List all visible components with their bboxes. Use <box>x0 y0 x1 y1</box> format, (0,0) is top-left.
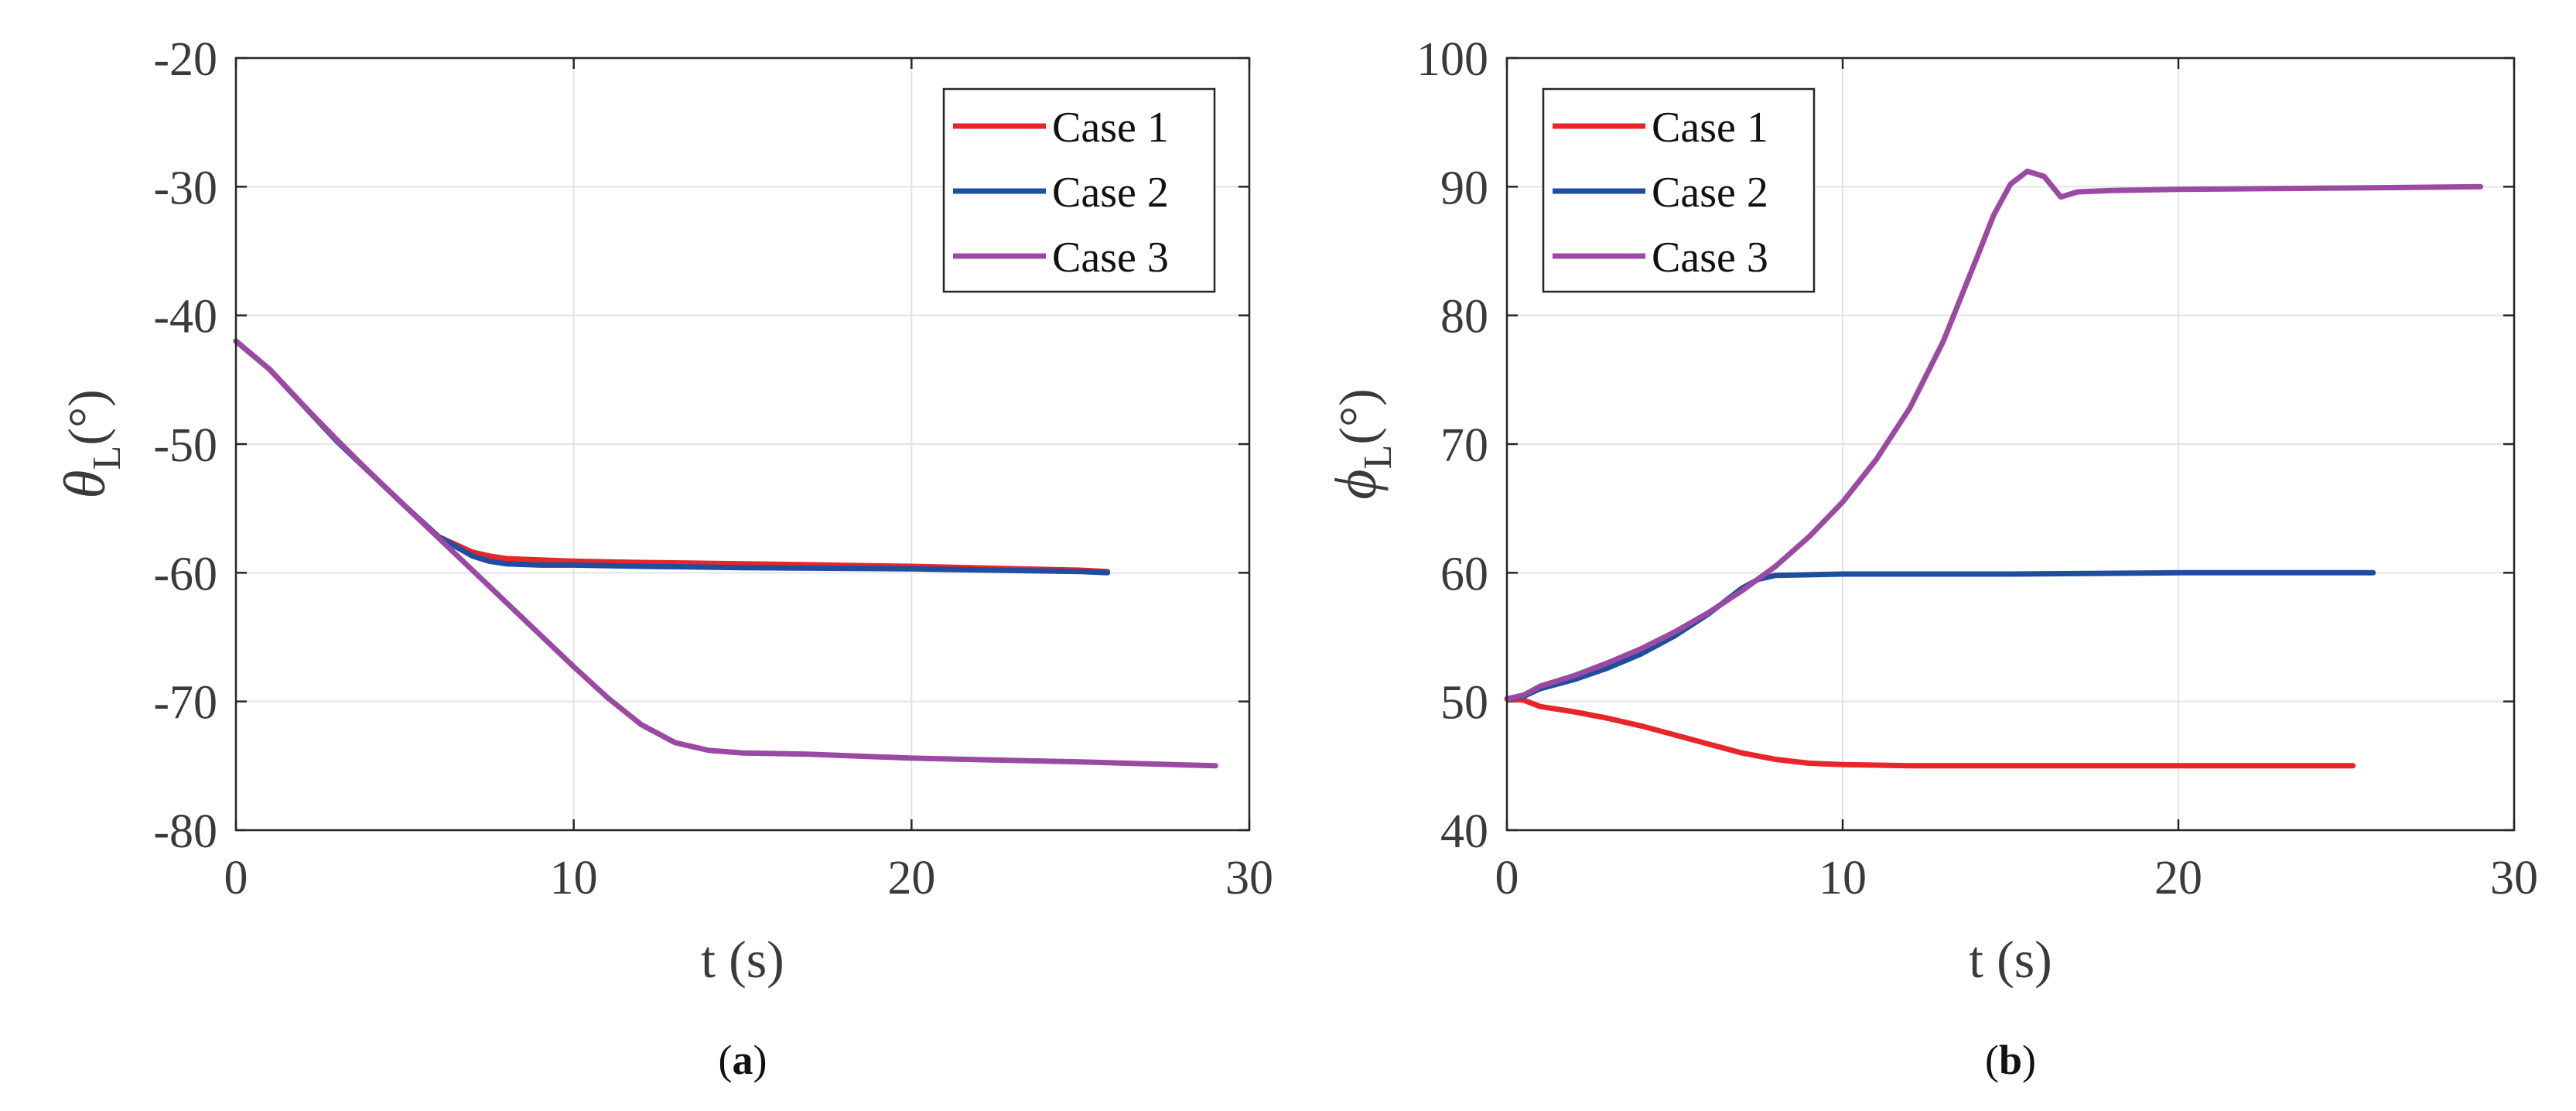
legend-label-case-3: Case 3 <box>1052 234 1169 282</box>
legend-label-case-1: Case 1 <box>1652 104 1768 152</box>
y-tick-label: -50 <box>153 419 217 472</box>
legend-label-case-2: Case 2 <box>1652 169 1768 217</box>
x-axis-label: t (s) <box>701 930 784 989</box>
x-tick-label: 10 <box>1819 852 1867 904</box>
legend: Case 1 Case 2 Case 3 <box>942 87 1216 293</box>
x-tick-label: 20 <box>887 852 935 904</box>
axes-frame <box>1505 56 2516 832</box>
y-tick-label: -60 <box>153 548 217 600</box>
legend: Case 1 Case 2 Case 3 <box>1542 87 1816 293</box>
y-tick-label: 80 <box>1440 291 1488 344</box>
panel-caption: (a) <box>719 1037 767 1083</box>
y-tick-label: 90 <box>1440 162 1488 214</box>
y-tick-label: -70 <box>153 677 217 730</box>
y-axis-label-symbol: θ <box>53 470 118 498</box>
caption-open-paren: ( <box>1985 1037 1999 1083</box>
x-tick-label: 20 <box>2154 852 2202 904</box>
y-axis-label-symbol: ϕ <box>1324 469 1389 499</box>
legend-label-case-3: Case 3 <box>1652 234 1768 282</box>
y-tick-label: -20 <box>153 33 217 86</box>
caption-close-paren: ) <box>2022 1037 2036 1083</box>
y-axis-label: θL(°) <box>53 389 129 499</box>
x-axis-label: t (s) <box>1969 930 2052 989</box>
y-tick-label: 60 <box>1440 548 1488 600</box>
caption-letter: a <box>733 1037 753 1083</box>
y-axis-label: ϕL(°) <box>1324 388 1400 500</box>
y-tick-label: 40 <box>1440 805 1488 858</box>
x-tick-label: 0 <box>224 852 248 904</box>
series-line-case-3 <box>1504 168 2484 702</box>
series-line-case-3 <box>233 338 1218 769</box>
chart-panel-b: 0 10 20 30 100 90 80 70 60 50 40 Case 1 Case 2 Case 3… <box>1324 33 2538 1083</box>
y-tick-label: -80 <box>153 805 217 858</box>
y-tick-label: -30 <box>153 162 217 214</box>
y-tick-label: 100 <box>1416 33 1488 86</box>
x-tick-label: 10 <box>550 852 598 904</box>
caption-open-paren: ( <box>719 1037 733 1083</box>
y-axis-label-unit: (°) <box>57 389 116 445</box>
panel-caption: (b) <box>1985 1037 2036 1083</box>
caption-letter: b <box>1999 1037 2022 1083</box>
y-axis-label-unit: (°) <box>1328 388 1387 444</box>
x-tick-label: 0 <box>1495 852 1519 904</box>
caption-close-paren: ) <box>753 1037 767 1083</box>
x-tick-label: 30 <box>1225 852 1273 904</box>
y-axis-label-subscript: L <box>1356 445 1400 470</box>
legend-label-case-2: Case 2 <box>1052 169 1169 217</box>
y-tick-label: 70 <box>1440 419 1488 472</box>
y-axis-label-subscript: L <box>85 446 129 470</box>
axes-frame <box>234 56 1251 832</box>
chart-panel-a: 0 10 20 30 -20 -30 -40 -50 -60 -70 -80 Case 1 Case 2… <box>53 33 1273 1083</box>
y-tick-label: 50 <box>1440 677 1488 730</box>
y-tick-label: -40 <box>153 291 217 344</box>
series-line-case-1 <box>1504 696 2356 769</box>
legend-label-case-1: Case 1 <box>1052 104 1169 152</box>
x-tick-label: 30 <box>2490 852 2538 904</box>
